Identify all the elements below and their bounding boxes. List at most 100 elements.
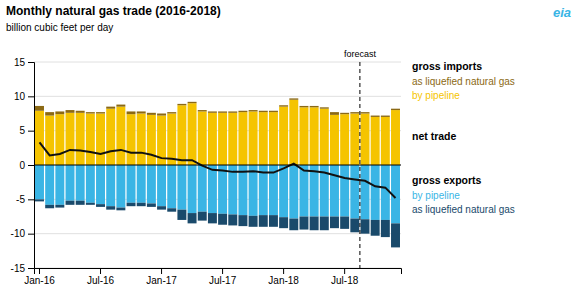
bar bbox=[116, 107, 125, 165]
tick-mark bbox=[28, 234, 34, 235]
tick: -15 bbox=[11, 263, 34, 274]
bar bbox=[66, 165, 75, 201]
bar bbox=[218, 165, 227, 214]
bar bbox=[86, 112, 95, 113]
grid-line bbox=[34, 62, 401, 63]
bar bbox=[198, 165, 207, 212]
bar bbox=[188, 213, 197, 223]
grid-line bbox=[34, 233, 401, 234]
tick: -5 bbox=[16, 194, 34, 205]
bar bbox=[157, 206, 166, 209]
bar bbox=[96, 114, 105, 166]
axis-line bbox=[28, 63, 35, 269]
bar bbox=[35, 111, 44, 165]
bar bbox=[228, 113, 237, 165]
grid-line bbox=[34, 96, 401, 97]
bar bbox=[198, 110, 207, 111]
legend-entry: by pipeline bbox=[412, 190, 460, 201]
tick-mark bbox=[28, 199, 34, 200]
bar bbox=[147, 113, 156, 115]
x-axis: Jan-16Jul-16Jan-17Jul-17Jan-18Jul-18 bbox=[24, 268, 401, 286]
bar bbox=[381, 117, 390, 165]
bar bbox=[106, 165, 115, 206]
bar bbox=[299, 107, 308, 165]
bar bbox=[55, 165, 64, 205]
tick-label: 0 bbox=[19, 160, 25, 171]
bar bbox=[86, 165, 95, 203]
legend: gross importsas liquefied natural gasby … bbox=[412, 60, 515, 215]
bar bbox=[289, 219, 298, 231]
bar bbox=[361, 165, 370, 219]
tick-label: Jan-16 bbox=[24, 275, 55, 286]
tick: 5 bbox=[19, 125, 34, 136]
bar bbox=[238, 112, 247, 165]
tick-mark bbox=[222, 268, 223, 274]
bar bbox=[177, 165, 186, 210]
bar bbox=[218, 113, 227, 165]
bar bbox=[167, 114, 176, 166]
tick: Jan-18 bbox=[268, 268, 299, 286]
bar bbox=[167, 165, 176, 208]
bar bbox=[208, 113, 217, 165]
bar bbox=[371, 116, 380, 117]
tick: Jul-18 bbox=[331, 268, 359, 286]
bar bbox=[330, 165, 339, 217]
bar bbox=[106, 109, 115, 165]
tick-label: Jan-18 bbox=[268, 275, 299, 286]
bar bbox=[340, 217, 349, 229]
bar bbox=[188, 103, 197, 165]
tick-mark bbox=[28, 165, 34, 166]
bar bbox=[167, 208, 176, 211]
tick: Jan-16 bbox=[24, 268, 55, 286]
logo: eia bbox=[553, 5, 571, 20]
bar-series bbox=[35, 98, 400, 117]
bar bbox=[391, 110, 400, 165]
bar bbox=[238, 111, 247, 112]
bar bbox=[259, 215, 268, 227]
bar bbox=[66, 113, 75, 165]
bar bbox=[218, 111, 227, 112]
bar bbox=[289, 98, 298, 99]
bar bbox=[147, 115, 156, 165]
tick-mark bbox=[28, 96, 34, 97]
bar bbox=[86, 114, 95, 166]
bar bbox=[116, 208, 125, 211]
bar bbox=[218, 214, 227, 225]
tick-label: 5 bbox=[19, 125, 25, 136]
grid-line bbox=[34, 165, 401, 166]
bar bbox=[208, 165, 217, 213]
tick-mark bbox=[344, 268, 345, 274]
bar bbox=[106, 107, 115, 109]
bar bbox=[55, 114, 64, 165]
bar bbox=[299, 106, 308, 107]
bar bbox=[269, 215, 278, 227]
bar bbox=[45, 112, 54, 115]
tick-mark bbox=[39, 268, 40, 274]
bar bbox=[249, 111, 258, 165]
bar bbox=[340, 114, 349, 165]
bar bbox=[137, 203, 146, 206]
bar bbox=[249, 216, 258, 227]
bar bbox=[76, 201, 85, 205]
bar bbox=[127, 203, 136, 206]
bar bbox=[279, 217, 288, 228]
bar bbox=[96, 204, 105, 207]
bar bbox=[198, 212, 207, 221]
bar bbox=[238, 215, 247, 226]
bar bbox=[177, 104, 186, 105]
bar bbox=[381, 116, 390, 117]
bar bbox=[299, 165, 308, 217]
tick-label: Jan-17 bbox=[146, 275, 177, 286]
bar bbox=[340, 113, 349, 114]
bar bbox=[86, 203, 95, 205]
bar bbox=[188, 102, 197, 103]
bar bbox=[269, 112, 278, 165]
bar bbox=[371, 165, 380, 220]
bar bbox=[381, 220, 390, 237]
tick-label: -10 bbox=[11, 228, 26, 239]
bar bbox=[177, 210, 186, 220]
bar bbox=[208, 111, 217, 112]
legend-heading: net trade bbox=[412, 130, 457, 142]
bar bbox=[228, 111, 237, 112]
bar bbox=[76, 111, 85, 113]
